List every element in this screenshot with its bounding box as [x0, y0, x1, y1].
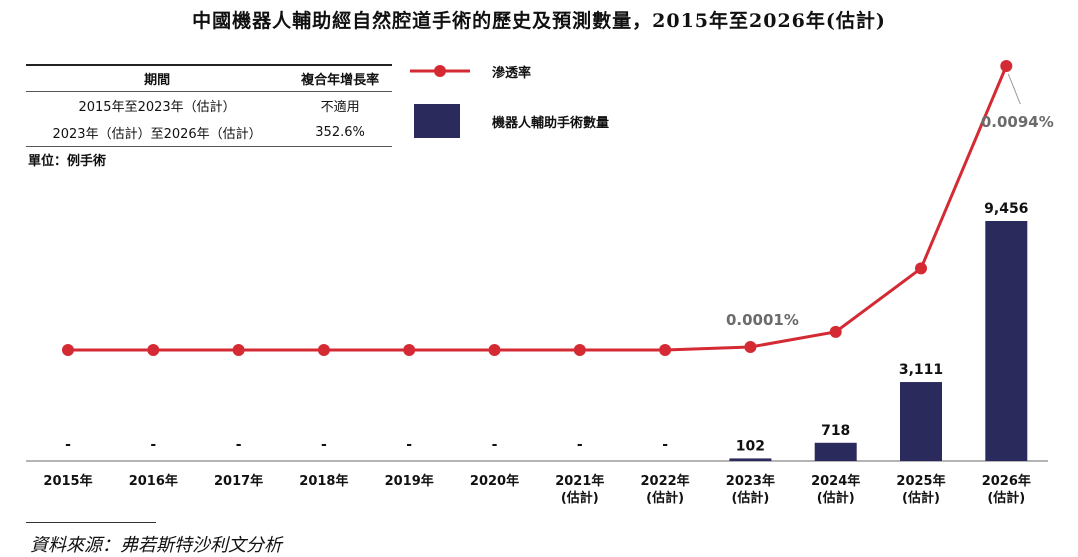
line-point — [1000, 60, 1013, 72]
line-point — [573, 344, 586, 356]
x-tick-label: 2021年 — [555, 473, 604, 489]
x-tick-label: 2020年 — [470, 473, 519, 489]
line-point — [403, 344, 416, 356]
line-point — [488, 344, 501, 356]
bar-value-label: - — [406, 437, 412, 453]
cagr-period: 2023年（估計）至2026年（估計） — [26, 119, 289, 147]
rate-value-label: 0.0094% — [981, 113, 1054, 131]
bar-value-label: - — [662, 437, 668, 453]
bar-value-label: - — [577, 437, 583, 453]
x-tick-label: 2019年 — [385, 473, 434, 489]
line-point — [317, 344, 330, 356]
cagr-header-period: 期間 — [26, 64, 289, 92]
line-point — [915, 262, 927, 275]
x-tick-label: 2015年 — [43, 473, 92, 489]
line-point — [659, 344, 672, 356]
bar-value-label: - — [321, 437, 327, 453]
bar — [900, 382, 942, 461]
cagr-value: 不適用 — [320, 100, 360, 115]
source-note: 資料來源：弗若斯特沙利文分析 — [30, 535, 282, 556]
x-tick-label: (估計) — [731, 490, 769, 506]
unit-label: 單位：例手術 — [28, 154, 107, 169]
cagr-header-rate: 複合年增長率 — [288, 64, 392, 92]
table-row: 2015年至2023年（估計） 不適用 — [26, 92, 392, 120]
x-tick-label: (估計) — [987, 490, 1025, 506]
cagr-table: 期間 複合年增長率 2015年至2023年（估計） 不適用 2023年（估計）至… — [26, 64, 392, 147]
bar-value-label: - — [65, 437, 71, 453]
source-divider — [26, 522, 156, 523]
line-point — [829, 325, 842, 338]
bar-value-label: - — [150, 437, 156, 453]
legend-bar-label: 機器人輔助手術數量 — [492, 116, 610, 131]
bar-value-label: - — [236, 437, 242, 453]
bar-value-label: 718 — [821, 423, 850, 439]
table-row: 2023年（估計）至2026年（估計） 352.6% — [26, 119, 392, 147]
line-point — [744, 340, 757, 353]
legend-line-marker — [434, 65, 446, 77]
bar-value-label: - — [492, 437, 498, 453]
x-tick-label: 2018年 — [299, 473, 348, 489]
rate-leader-line — [1007, 73, 1021, 105]
bar-value-label: 3,111 — [899, 362, 943, 378]
x-tick-label: 2025年 — [896, 473, 945, 489]
x-tick-label: 2016年 — [129, 473, 178, 489]
x-tick-label: 2022年 — [641, 473, 690, 489]
x-tick-label: (估計) — [817, 490, 855, 506]
line-point — [147, 344, 160, 356]
legend-bar-swatch — [414, 104, 460, 138]
line-point — [62, 344, 74, 356]
bar — [985, 221, 1028, 461]
penetration-line — [68, 65, 1008, 352]
bar — [814, 442, 857, 461]
x-tick-label: (估計) — [646, 490, 684, 506]
x-tick-label: 2017年 — [214, 473, 263, 489]
chart-title: 中國機器人輔助經自然腔道手術的歷史及預測數量，2015年至2026年(估計) — [192, 10, 886, 32]
x-tick-label: 2024年 — [811, 473, 860, 489]
rate-value-label: 0.0001% — [726, 311, 799, 329]
bar-value-label: 9,456 — [984, 201, 1028, 217]
cagr-period: 2015年至2023年（估計） — [78, 100, 236, 115]
x-tick-label: (估計) — [902, 490, 940, 506]
x-tick-label: 2023年 — [726, 473, 775, 489]
cagr-value: 352.6% — [288, 119, 392, 147]
bar-value-label: 102 — [736, 438, 765, 454]
legend-line-label: 滲透率 — [492, 66, 532, 81]
x-tick-label: 2026年 — [982, 473, 1031, 489]
line-point — [232, 344, 245, 356]
x-tick-label: (估計) — [561, 490, 599, 506]
bar — [729, 458, 772, 461]
